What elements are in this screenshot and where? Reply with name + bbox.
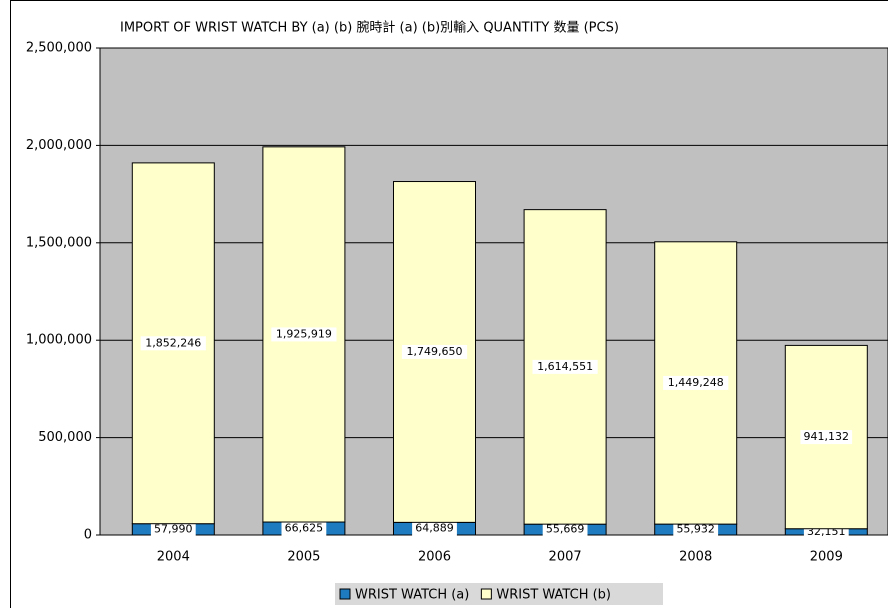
data-label-bg xyxy=(271,327,337,342)
data-label-bg xyxy=(401,344,468,359)
y-tick-label: 2,500,000 xyxy=(26,41,92,56)
x-tick-label: 2004 xyxy=(157,550,190,565)
data-label-bg xyxy=(281,521,327,536)
data-label-bg xyxy=(800,430,853,445)
x-tick-label: 2005 xyxy=(287,550,320,565)
data-label: 66,625 xyxy=(285,522,324,535)
y-tick-label: 1,000,000 xyxy=(26,333,92,348)
data-label: 55,932 xyxy=(676,523,715,536)
data-label-bg xyxy=(140,336,206,351)
data-label: 941,132 xyxy=(804,430,850,443)
data-label: 55,669 xyxy=(546,523,585,536)
data-label: 64,889 xyxy=(415,522,454,535)
x-tick-label: 2007 xyxy=(549,550,582,565)
legend-label: WRIST WATCH (b) xyxy=(496,588,611,603)
legend-swatch xyxy=(480,588,492,600)
x-tick-label: 2008 xyxy=(679,550,712,565)
data-label-bg xyxy=(412,521,457,536)
x-tick-label: 2009 xyxy=(810,550,843,565)
legend-label: WRIST WATCH (a) xyxy=(355,588,469,603)
data-label: 57,990 xyxy=(154,522,193,535)
x-tick-label: 2006 xyxy=(418,550,451,565)
data-label: 1,925,919 xyxy=(276,327,332,340)
data-label: 1,852,246 xyxy=(145,336,201,349)
y-tick-label: 500,000 xyxy=(38,430,92,445)
chart-frame xyxy=(10,0,888,608)
data-label-bg xyxy=(150,522,196,537)
legend-box xyxy=(335,583,663,605)
y-tick-label: 1,500,000 xyxy=(26,235,92,250)
data-label: 1,749,650 xyxy=(407,345,463,358)
data-label-bg xyxy=(542,522,588,537)
data-label: 1,614,551 xyxy=(537,360,593,373)
chart-title: IMPORT OF WRIST WATCH BY (a) (b) 腕時計 (a)… xyxy=(120,20,619,36)
y-tick-label: 2,000,000 xyxy=(26,138,92,153)
data-label-bg xyxy=(673,522,719,537)
plot-area xyxy=(99,47,888,536)
legend-swatch xyxy=(339,588,351,600)
data-label: 1,449,248 xyxy=(668,376,724,389)
y-tick-label: 0 xyxy=(84,528,92,543)
data-label-bg xyxy=(663,375,729,390)
data-label-bg xyxy=(532,359,598,374)
